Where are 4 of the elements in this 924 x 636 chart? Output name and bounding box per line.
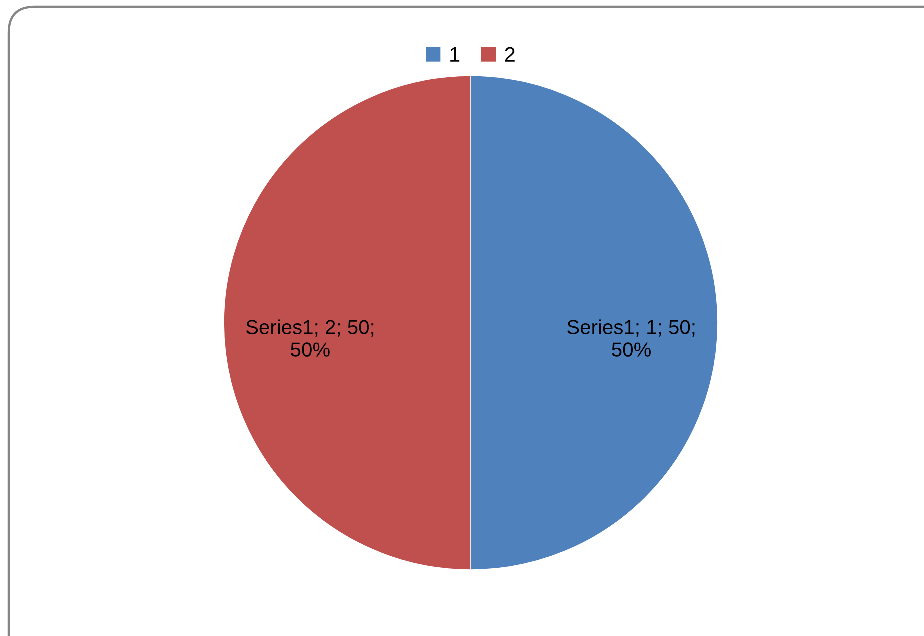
legend-label: 1 xyxy=(450,48,460,62)
data-label: Series1; 1; 50; 50% xyxy=(568,320,695,357)
legend-label: 2 xyxy=(505,47,515,62)
data-label: Series1; 2; 50; 50% xyxy=(246,320,374,357)
